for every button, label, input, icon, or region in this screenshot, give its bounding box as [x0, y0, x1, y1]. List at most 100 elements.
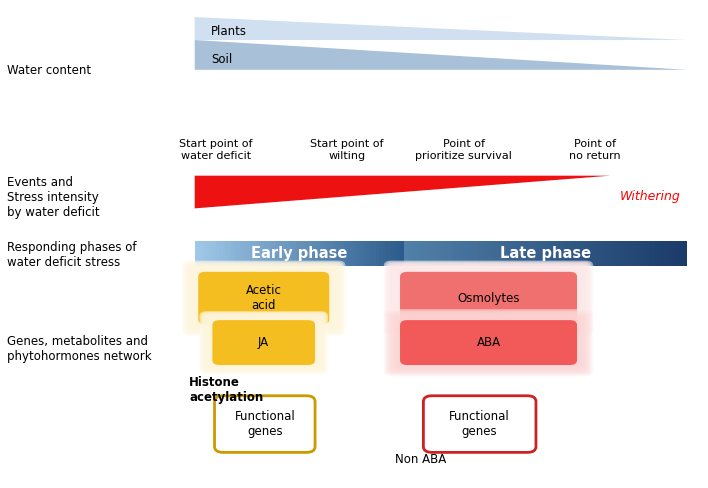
Bar	[365, 241, 370, 266]
FancyBboxPatch shape	[388, 312, 589, 373]
Bar	[573, 241, 579, 266]
Bar	[682, 241, 687, 266]
Bar	[479, 241, 484, 266]
Text: Point of
prioritize survival: Point of prioritize survival	[416, 139, 512, 161]
Bar	[517, 241, 523, 266]
Text: Histone
acetylation: Histone acetylation	[189, 376, 263, 404]
FancyBboxPatch shape	[400, 320, 577, 365]
Bar	[559, 241, 565, 266]
Bar	[215, 241, 219, 266]
Bar	[460, 241, 466, 266]
Bar	[658, 241, 664, 266]
FancyBboxPatch shape	[210, 319, 317, 366]
Text: Soil: Soil	[211, 53, 232, 66]
FancyBboxPatch shape	[186, 264, 341, 333]
Bar	[271, 241, 275, 266]
FancyBboxPatch shape	[183, 262, 344, 335]
FancyBboxPatch shape	[212, 320, 315, 365]
Bar	[593, 241, 598, 266]
FancyBboxPatch shape	[215, 396, 315, 452]
Bar	[625, 241, 631, 266]
Bar	[451, 241, 456, 266]
Bar	[540, 241, 546, 266]
FancyBboxPatch shape	[204, 314, 324, 371]
FancyBboxPatch shape	[202, 313, 326, 372]
FancyBboxPatch shape	[205, 315, 322, 370]
FancyBboxPatch shape	[193, 268, 335, 328]
Polygon shape	[195, 17, 687, 40]
Bar	[386, 241, 390, 266]
FancyBboxPatch shape	[194, 269, 333, 327]
Text: Osmolytes: Osmolytes	[457, 292, 520, 305]
Bar	[205, 241, 210, 266]
Bar	[278, 241, 282, 266]
Bar	[469, 241, 475, 266]
Text: Late phase: Late phase	[500, 246, 590, 261]
Bar	[526, 241, 532, 266]
Bar	[331, 241, 335, 266]
Bar	[313, 241, 317, 266]
Bar	[498, 241, 503, 266]
Bar	[616, 241, 622, 266]
FancyBboxPatch shape	[182, 261, 346, 336]
FancyBboxPatch shape	[189, 265, 338, 331]
FancyBboxPatch shape	[207, 316, 321, 369]
FancyBboxPatch shape	[389, 264, 588, 332]
Bar	[644, 241, 650, 266]
Bar	[254, 241, 258, 266]
Bar	[320, 241, 324, 266]
FancyBboxPatch shape	[391, 265, 586, 331]
Bar	[423, 241, 428, 266]
FancyBboxPatch shape	[385, 310, 592, 375]
Bar	[285, 241, 290, 266]
FancyBboxPatch shape	[394, 268, 583, 328]
Bar	[522, 241, 527, 266]
FancyBboxPatch shape	[396, 317, 581, 368]
Bar	[409, 241, 413, 266]
Bar	[382, 241, 387, 266]
Bar	[474, 241, 480, 266]
FancyBboxPatch shape	[188, 264, 340, 332]
FancyBboxPatch shape	[399, 271, 578, 325]
Bar	[489, 241, 494, 266]
Bar	[400, 241, 404, 266]
Text: Plants: Plants	[211, 25, 247, 38]
FancyBboxPatch shape	[185, 263, 343, 334]
Bar	[198, 241, 202, 266]
Bar	[437, 241, 442, 266]
Bar	[324, 241, 328, 266]
Bar	[564, 241, 569, 266]
Bar	[195, 241, 199, 266]
Bar	[413, 241, 418, 266]
Bar	[240, 241, 244, 266]
Bar	[635, 241, 640, 266]
Bar	[282, 241, 286, 266]
Bar	[465, 241, 470, 266]
Bar	[545, 241, 551, 266]
FancyBboxPatch shape	[394, 316, 583, 369]
Bar	[244, 241, 248, 266]
Bar	[621, 241, 626, 266]
Bar	[236, 241, 241, 266]
Bar	[334, 241, 338, 266]
FancyBboxPatch shape	[388, 264, 589, 333]
Bar	[348, 241, 352, 266]
Bar	[418, 241, 423, 266]
Text: Start point of
water deficit: Start point of water deficit	[179, 139, 253, 161]
Bar	[493, 241, 498, 266]
Bar	[536, 241, 541, 266]
Bar	[393, 241, 397, 266]
Text: Genes, metabolites and
phytohormones network: Genes, metabolites and phytohormones net…	[7, 335, 152, 363]
Bar	[531, 241, 537, 266]
Polygon shape	[195, 176, 610, 208]
FancyBboxPatch shape	[385, 262, 592, 335]
FancyBboxPatch shape	[384, 309, 593, 376]
Polygon shape	[195, 40, 687, 70]
Text: Responding phases of
water deficit stress: Responding phases of water deficit stres…	[7, 241, 137, 269]
Bar	[668, 241, 673, 266]
Bar	[306, 241, 310, 266]
Text: Point of
no return: Point of no return	[569, 139, 620, 161]
Bar	[222, 241, 227, 266]
FancyBboxPatch shape	[200, 311, 328, 374]
FancyBboxPatch shape	[389, 313, 588, 372]
